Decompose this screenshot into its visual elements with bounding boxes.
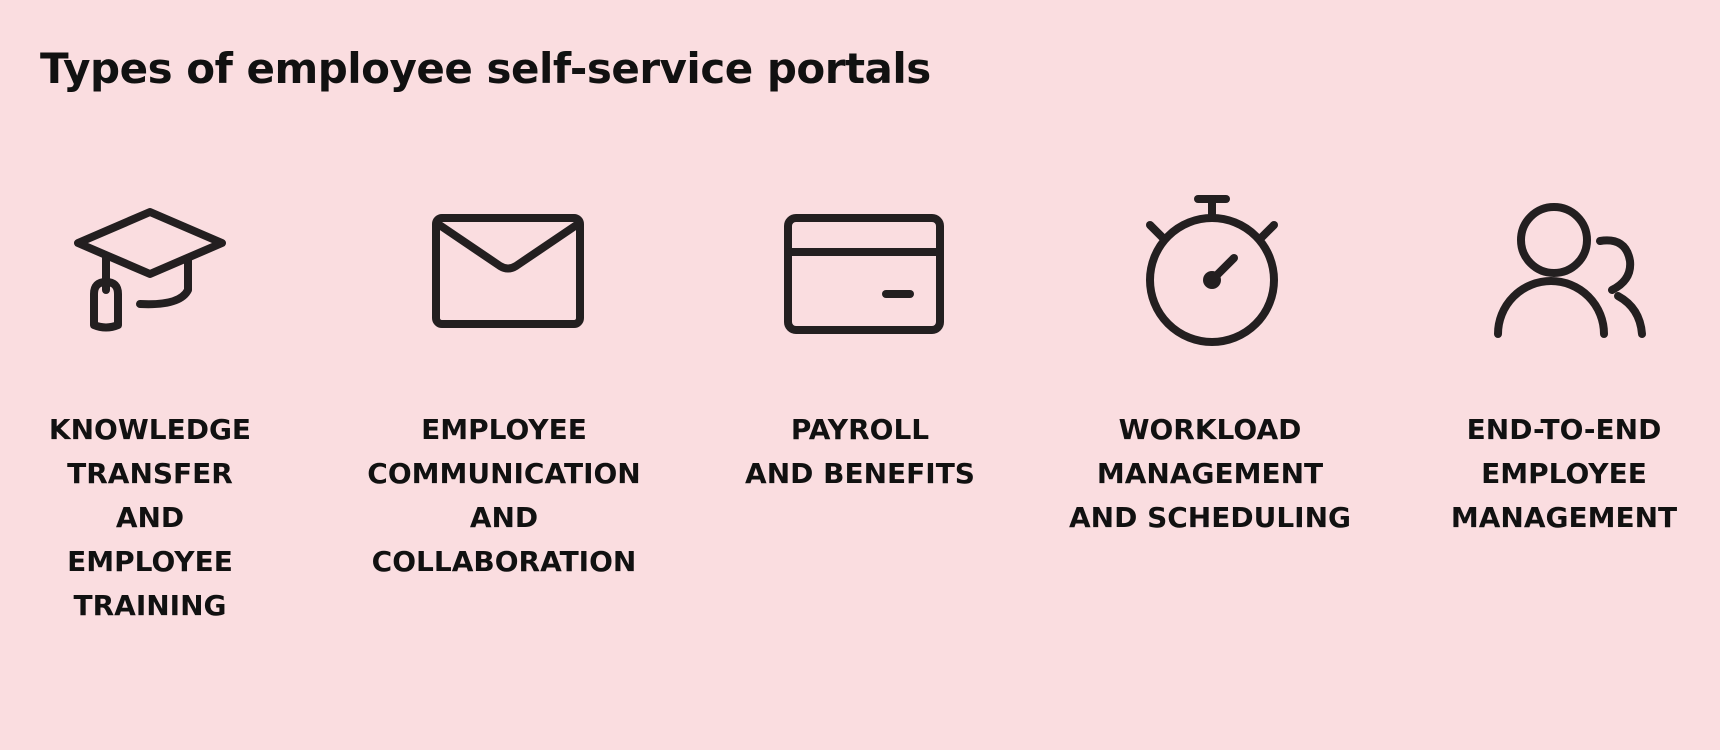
portal-label-end-to-end-management: END-TO-END EMPLOYEE MANAGEMENT	[1394, 408, 1720, 540]
label-line: AND BENEFITS	[745, 457, 975, 490]
label-line: MANAGEMENT	[1096, 457, 1324, 490]
portal-item-employee-communication: EMPLOYEE COMMUNICATION AND COLLABORATION	[334, 190, 674, 584]
users-icon	[1464, 190, 1664, 350]
label-line: COMMUNICATION	[367, 457, 641, 490]
portal-item-workload-management: WORKLOAD MANAGEMENT AND SCHEDULING	[1040, 190, 1380, 540]
label-line: COLLABORATION	[371, 545, 637, 578]
page-title: Types of employee self-service portals	[40, 44, 931, 93]
label-line: TRANSFER	[67, 457, 233, 490]
envelope-icon	[404, 190, 604, 350]
label-line: PAYROLL	[790, 413, 930, 446]
label-line: END-TO-END	[1466, 413, 1662, 446]
portal-label-workload-management: WORKLOAD MANAGEMENT AND SCHEDULING	[1040, 408, 1380, 540]
label-line: AND	[115, 501, 185, 534]
portal-label-knowledge-transfer: KNOWLEDGE TRANSFER AND EMPLOYEE TRAINING	[0, 408, 320, 628]
portal-item-knowledge-transfer: KNOWLEDGE TRANSFER AND EMPLOYEE TRAINING	[0, 190, 320, 628]
stopwatch-icon	[1110, 190, 1310, 350]
label-line: TRAINING	[73, 589, 227, 622]
label-line: EMPLOYEE	[421, 413, 587, 446]
credit-card-icon	[760, 190, 960, 350]
portal-item-end-to-end-management: END-TO-END EMPLOYEE MANAGEMENT	[1394, 190, 1720, 540]
label-line: WORKLOAD	[1118, 413, 1302, 446]
label-line: AND SCHEDULING	[1068, 501, 1352, 534]
portal-item-payroll-benefits: PAYROLL AND BENEFITS	[690, 190, 1030, 496]
label-line: EMPLOYEE	[1481, 457, 1647, 490]
label-line: KNOWLEDGE	[48, 413, 252, 446]
label-line: MANAGEMENT	[1450, 501, 1678, 534]
label-line: AND	[469, 501, 539, 534]
portal-label-payroll-benefits: PAYROLL AND BENEFITS	[690, 408, 1030, 496]
portal-label-employee-communication: EMPLOYEE COMMUNICATION AND COLLABORATION	[334, 408, 674, 584]
label-line: EMPLOYEE	[67, 545, 233, 578]
graduation-cap-icon	[50, 190, 250, 350]
